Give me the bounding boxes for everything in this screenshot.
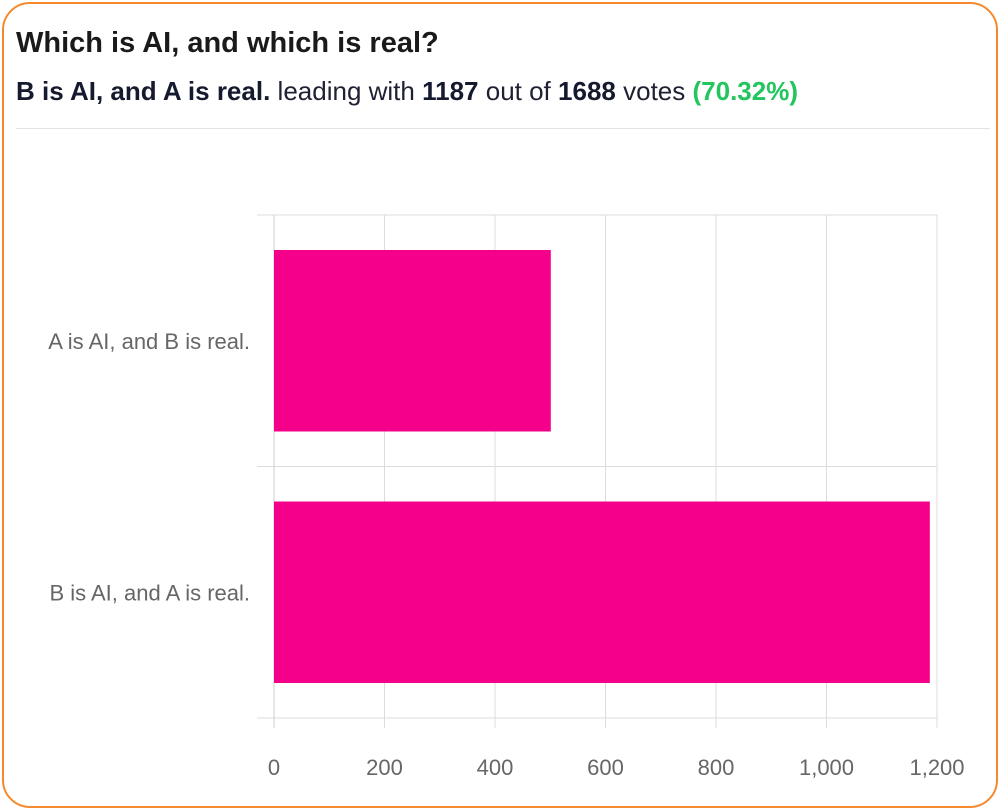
bar-b-is-ai <box>274 501 930 683</box>
x-tick-label: 600 <box>587 755 624 780</box>
x-tick-label: 0 <box>268 755 280 780</box>
chart-labels: 0 200 400 600 800 1,000 1,200 A is AI, and B is… <box>48 329 964 780</box>
x-tick-label: 400 <box>477 755 514 780</box>
leader-label: B is AI, and A is real. <box>16 76 271 106</box>
x-tick-label: 1,000 <box>799 755 854 780</box>
category-label: A is AI, and B is real. <box>48 329 250 354</box>
chart-bars <box>274 250 930 683</box>
total-votes: 1688 <box>558 76 616 106</box>
leader-percent: (70.32%) <box>692 76 799 106</box>
bar-a-is-ai <box>274 250 551 432</box>
votes-text: votes <box>623 76 686 106</box>
leading-with-text: leading with <box>277 76 415 106</box>
out-of-text: out of <box>485 76 551 106</box>
x-tick-label: 1,200 <box>909 755 964 780</box>
category-label: B is AI, and A is real. <box>49 580 250 605</box>
x-tick-label: 800 <box>698 755 735 780</box>
poll-summary: B is AI, and A is real. leading with 118… <box>16 76 798 107</box>
poll-question: Which is AI, and which is real? <box>16 27 439 59</box>
leader-votes: 1187 <box>422 76 479 106</box>
x-tick-label: 200 <box>366 755 403 780</box>
header-divider <box>16 128 990 129</box>
